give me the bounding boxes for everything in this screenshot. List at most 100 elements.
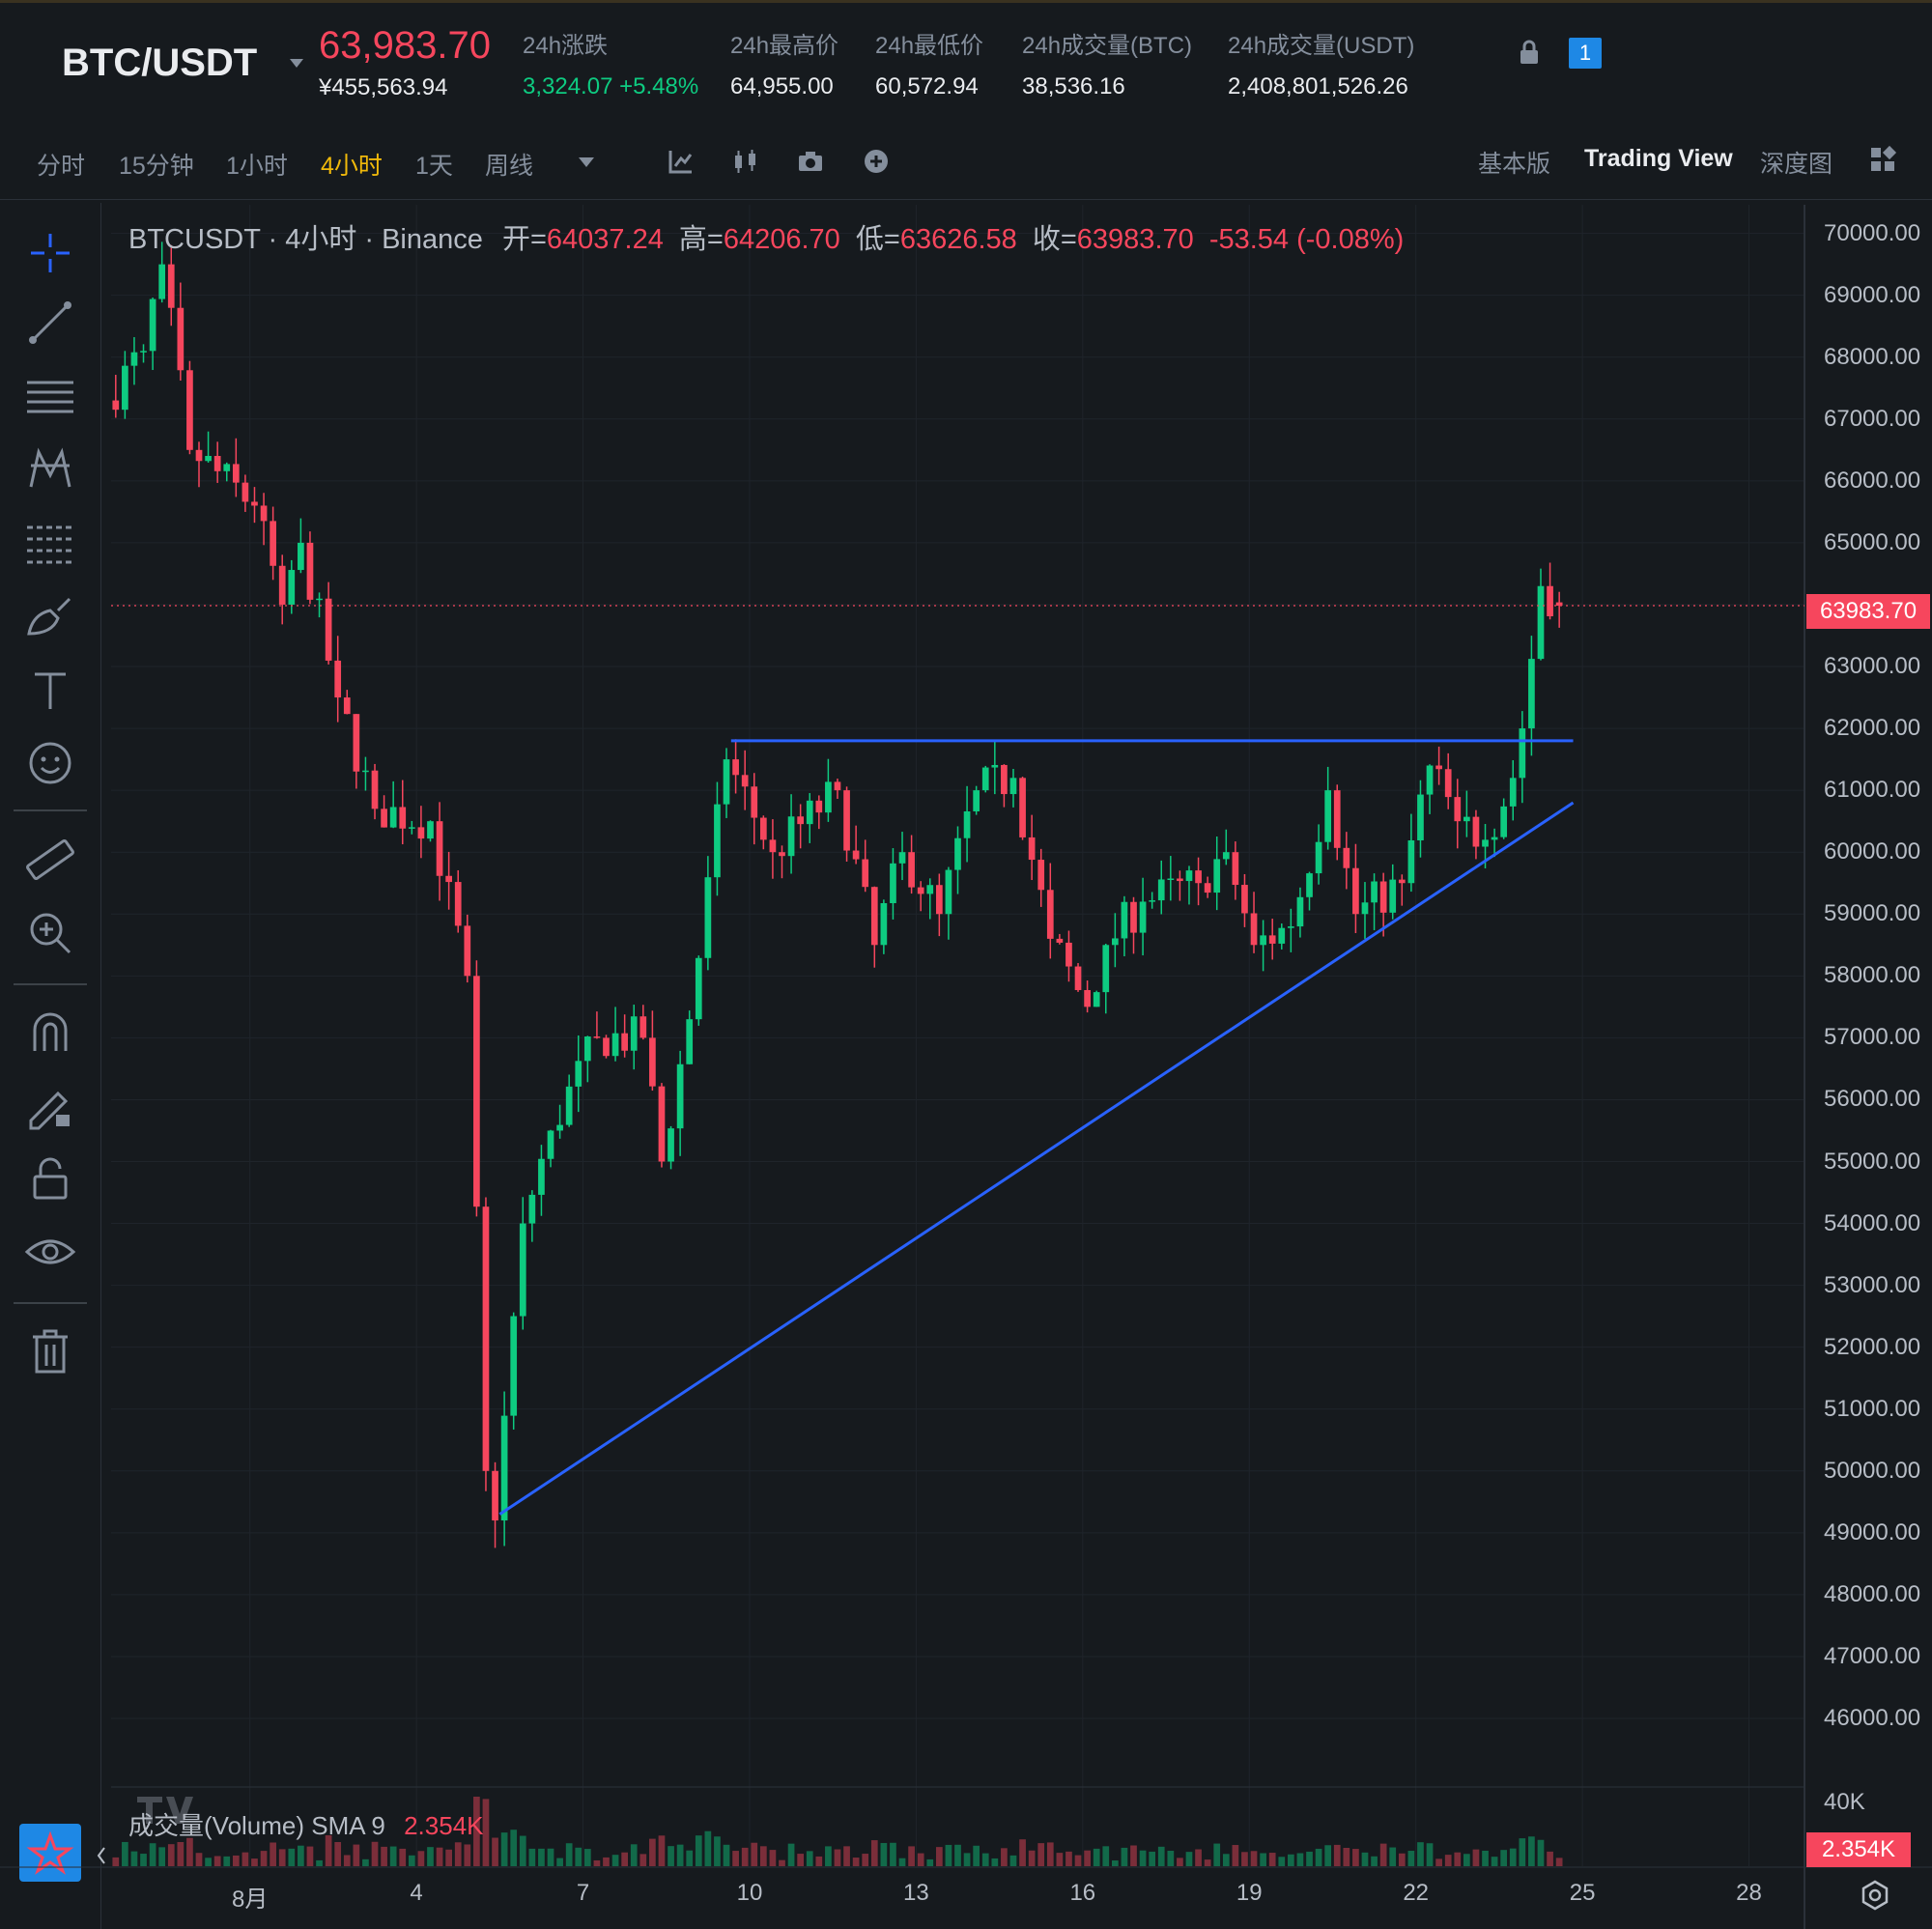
view-depth-chart[interactable]: 深度图 bbox=[1760, 151, 1833, 178]
candle-body bbox=[1241, 885, 1248, 914]
lock-drawing-tool[interactable] bbox=[23, 1078, 77, 1132]
add-icon[interactable] bbox=[862, 147, 891, 176]
volume-bar bbox=[668, 1846, 674, 1866]
volume-bar bbox=[278, 1849, 286, 1866]
volume-bar bbox=[1268, 1853, 1276, 1866]
candle-body bbox=[583, 1036, 591, 1062]
pair-dropdown-icon[interactable] bbox=[290, 59, 303, 68]
view-trading-view[interactable]: Trading View bbox=[1584, 145, 1733, 172]
volume-bar bbox=[649, 1838, 656, 1866]
time-tick-label: 19 bbox=[1236, 1880, 1263, 1906]
candle-body bbox=[704, 877, 712, 958]
pair-name[interactable]: BTC/USDT bbox=[62, 42, 258, 84]
favorite-button[interactable] bbox=[19, 1824, 81, 1882]
tool-divider bbox=[14, 983, 87, 985]
candle-body bbox=[288, 570, 296, 605]
trend-line-tool[interactable] bbox=[23, 296, 77, 350]
timeframe-1d[interactable]: 1天 bbox=[415, 153, 453, 180]
volume-bar bbox=[334, 1842, 342, 1866]
volume-bar bbox=[870, 1840, 878, 1866]
fib-tool[interactable] bbox=[23, 516, 77, 570]
candle-body bbox=[251, 501, 258, 506]
candle-body bbox=[1463, 816, 1470, 822]
cny-price: ¥455,563.94 bbox=[319, 74, 448, 100]
magnet-tool[interactable] bbox=[23, 1005, 77, 1059]
candle-body bbox=[260, 505, 268, 522]
candle-body bbox=[1500, 806, 1508, 837]
volume-bar bbox=[417, 1851, 425, 1866]
timeframe-1w[interactable]: 周线 bbox=[485, 153, 534, 180]
candle-body bbox=[1296, 896, 1304, 927]
candle-body bbox=[362, 770, 369, 773]
zoom-tool[interactable] bbox=[23, 906, 77, 960]
horizontal-lines-tool[interactable] bbox=[23, 369, 77, 423]
timeframe-15m[interactable]: 15分钟 bbox=[119, 153, 194, 180]
candle-body bbox=[908, 852, 915, 888]
candle-body bbox=[1056, 938, 1064, 943]
pattern-tool[interactable] bbox=[23, 442, 77, 496]
candle-body bbox=[1491, 837, 1498, 840]
candle-body bbox=[1204, 883, 1211, 894]
volume-bar bbox=[1250, 1851, 1258, 1866]
volume-bar bbox=[565, 1843, 573, 1866]
candle-style-icon[interactable] bbox=[731, 147, 760, 176]
volume-bar bbox=[251, 1858, 258, 1866]
candle-body bbox=[649, 1037, 656, 1087]
price-tick-label: 47000.00 bbox=[1824, 1642, 1921, 1669]
trash-icon bbox=[33, 1329, 68, 1374]
legend-high-label: 高= bbox=[678, 224, 724, 255]
volume-bar bbox=[1074, 1855, 1082, 1866]
volume-bar bbox=[1379, 1843, 1387, 1866]
price-tick-label: 69000.00 bbox=[1824, 281, 1921, 308]
lock-icon[interactable] bbox=[1519, 40, 1540, 65]
legend-close: 63983.70 bbox=[1076, 224, 1194, 255]
candle-body bbox=[1371, 881, 1378, 903]
candle-body bbox=[389, 807, 397, 828]
zoom-in-icon bbox=[30, 913, 71, 954]
volume-bar bbox=[880, 1842, 888, 1866]
emoji-tool[interactable] bbox=[23, 736, 77, 790]
text-tool[interactable] bbox=[23, 663, 77, 717]
volume-bar bbox=[213, 1856, 221, 1866]
indicators-icon[interactable] bbox=[667, 147, 696, 176]
volume-bar bbox=[825, 1846, 832, 1866]
chart-toolbar: 分时 15分钟 1小时 4小时 1天 周线 基本版 Trading View 深… bbox=[0, 126, 1932, 200]
volume-bar bbox=[1139, 1850, 1147, 1866]
volume-bar bbox=[1213, 1843, 1221, 1866]
eye-icon bbox=[24, 1239, 76, 1264]
volume-bar bbox=[1084, 1850, 1091, 1866]
volume-bar bbox=[1444, 1855, 1452, 1866]
volume-bar bbox=[1232, 1845, 1239, 1866]
volume-bar bbox=[242, 1852, 249, 1866]
timeframe-4h[interactable]: 4小时 bbox=[321, 153, 383, 180]
candle-body bbox=[519, 1223, 526, 1317]
brush-tool[interactable] bbox=[23, 589, 77, 643]
chart-settings-icon[interactable] bbox=[1859, 1879, 1891, 1912]
delete-tool[interactable] bbox=[23, 1323, 77, 1377]
measure-tool[interactable] bbox=[23, 833, 77, 887]
candle-body bbox=[547, 1130, 554, 1159]
candle-body bbox=[686, 1019, 694, 1064]
view-basic[interactable]: 基本版 bbox=[1478, 151, 1551, 178]
price-tick-label: 49000.00 bbox=[1824, 1518, 1921, 1546]
candle-body bbox=[779, 852, 785, 857]
candle-body bbox=[1084, 989, 1091, 1007]
timeframe-1m-line[interactable]: 分时 bbox=[37, 153, 86, 180]
unlock-tool[interactable] bbox=[23, 1151, 77, 1206]
price-tick-label: 55000.00 bbox=[1824, 1148, 1921, 1175]
layout-badge[interactable]: 1 bbox=[1569, 38, 1602, 69]
candle-body bbox=[806, 800, 813, 825]
candle-body bbox=[825, 781, 832, 813]
visibility-tool[interactable] bbox=[23, 1225, 77, 1279]
volume-bar bbox=[917, 1853, 924, 1866]
timeframe-more-icon[interactable] bbox=[575, 155, 598, 170]
timeframe-1h[interactable]: 1小时 bbox=[226, 153, 288, 180]
candle-body bbox=[1213, 859, 1221, 894]
candle-body bbox=[1315, 841, 1322, 874]
layout-grid-icon[interactable] bbox=[1868, 145, 1897, 174]
stat-value: 2,408,801,526.26 bbox=[1228, 73, 1408, 99]
stat-label: 24h成交量(USDT) bbox=[1228, 33, 1415, 59]
camera-icon[interactable] bbox=[796, 147, 825, 176]
crosshair-tool[interactable] bbox=[23, 226, 77, 280]
